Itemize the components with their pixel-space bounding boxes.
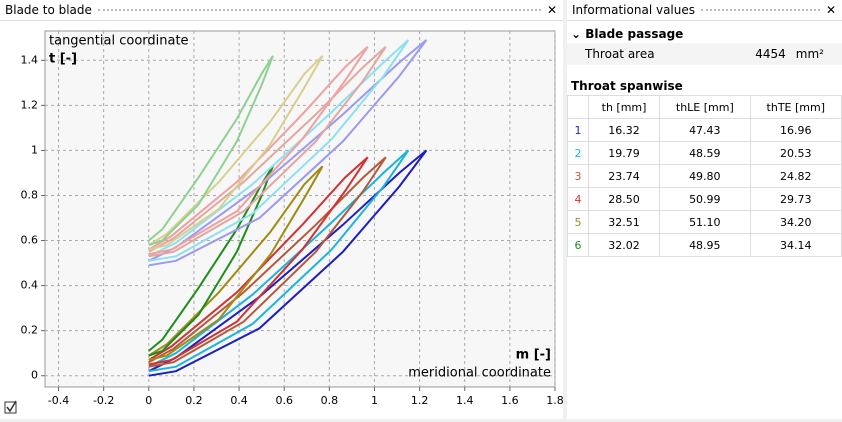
blade-profile [148, 156, 387, 368]
info-value: 4454 [755, 47, 786, 61]
x-tick-label: -0.4 [48, 394, 69, 407]
y-tick-label: 0.8 [21, 188, 39, 201]
table-row: 4 28.50 50.99 29.73 [567, 187, 842, 211]
panel-title: Blade to blade [5, 3, 92, 17]
table-cell: 51.10 [659, 210, 751, 234]
close-button[interactable]: ✕ [826, 3, 837, 17]
table-row: 1 16.32 47.43 16.96 [567, 118, 842, 142]
row-number: 1 [567, 118, 589, 142]
plot-area [44, 30, 556, 388]
chart: -0.4 -0.2 0 0.2 0.4 0.6 0.8 1 1.2 1.4 1.6 1.8 0 0.2 0.… [4, 30, 564, 414]
x-tick-label: 0.2 [185, 394, 203, 407]
blade-profile [148, 55, 274, 247]
section-header: Throat spanwise [567, 65, 842, 95]
panel-title: Informational values [572, 3, 695, 17]
header-row: th [mm] thLE [mm] thTE [mm] [567, 95, 842, 119]
column-header: thTE [mm] [749, 95, 842, 119]
row-number: 6 [567, 233, 589, 257]
x-tick-label: 1.4 [456, 394, 474, 407]
table-cell: 28.50 [587, 187, 661, 211]
y-tick-label: 0.4 [21, 279, 39, 292]
x-tick-label: -0.2 [93, 394, 114, 407]
y-tick-label: 1 [31, 143, 38, 156]
row-number: 2 [567, 141, 589, 165]
column-header: thLE [mm] [659, 95, 751, 119]
blade-profile [148, 46, 387, 258]
table-cell: 47.43 [659, 118, 751, 142]
table-cell: 19.79 [587, 141, 661, 165]
info-panel: Informational values ✕ ⌄ Blade passage Th… [567, 0, 842, 419]
table-row: 5 32.51 51.10 34.20 [567, 210, 842, 234]
y-tick-label: 1.2 [21, 98, 39, 111]
table-cell: 16.32 [587, 118, 661, 142]
row-number: 3 [567, 164, 589, 188]
section-title: Blade passage [585, 27, 684, 41]
x-axis-label: m [-] [516, 348, 551, 363]
table-row: 3 23.74 49.80 24.82 [567, 164, 842, 188]
panel-header: Blade to blade ✕ [0, 0, 563, 21]
blade-profile [148, 39, 428, 267]
table-cell: 48.59 [659, 141, 751, 165]
y-tick-label: 0 [31, 369, 38, 382]
table-row: 2 19.79 48.59 20.53 [567, 141, 842, 165]
table-cell: 34.20 [749, 210, 842, 234]
x-tick-label: 1.8 [546, 394, 563, 407]
checkbox-mark [6, 400, 17, 413]
x-tick-label: 1 [371, 394, 378, 407]
blade-profile [148, 156, 369, 366]
info-unit: mm² [795, 47, 824, 61]
table-row: 6 32.02 48.95 34.14 [567, 233, 842, 257]
section-title: Throat spanwise [571, 79, 683, 93]
info-label: Throat area [585, 47, 655, 61]
y-axis-label: t [-] [49, 52, 77, 67]
table-cell: 49.80 [659, 164, 751, 188]
blade-profile [148, 149, 410, 373]
table-cell: 29.73 [749, 187, 842, 211]
table-cell: 50.99 [659, 187, 751, 211]
table-cell: 32.51 [587, 210, 661, 234]
table-cell: 24.82 [749, 164, 842, 188]
column-header: th [mm] [587, 95, 661, 119]
row-number: 5 [567, 210, 589, 234]
blade-profile [148, 149, 428, 377]
table-cell: 48.95 [659, 233, 751, 257]
table-cell: 16.96 [749, 118, 842, 142]
blade-panel: Blade to blade ✕ -0.4 -0.2 0 0.2 0.4 0.6 0.8 1 1.… [0, 0, 564, 419]
y-tick-label: 0.6 [21, 234, 39, 247]
x-tick-label: 0 [145, 394, 152, 407]
throat-table: th [mm] thLE [mm] thTE [mm] 1 16.32 47.43 16.9… [567, 95, 842, 257]
table-cell: 20.53 [749, 141, 842, 165]
x-axis-title: meridional coordinate [408, 366, 551, 381]
y-tick-label: 1.4 [21, 53, 39, 66]
x-tick-label: 0.6 [275, 394, 293, 407]
checkbox[interactable] [4, 401, 17, 414]
x-tick-label: 0.8 [321, 394, 339, 407]
y-tick-label: 0.2 [21, 324, 39, 337]
info-row: Throat area 4454 mm² [567, 43, 842, 65]
panel-header: Informational values ✕ [567, 0, 842, 21]
x-tick-label: 1.2 [411, 394, 429, 407]
table-cell: 23.74 [587, 164, 661, 188]
table-cell: 34.14 [749, 233, 842, 257]
x-tick-label: 1.6 [501, 394, 519, 407]
y-axis-title: tangential coordinate [49, 34, 189, 49]
row-number: 4 [567, 187, 589, 211]
section-header[interactable]: ⌄ Blade passage [571, 27, 684, 41]
blade-profile [148, 46, 369, 256]
close-button[interactable]: ✕ [547, 3, 558, 17]
blade-profile [148, 39, 410, 262]
table-cell: 32.02 [587, 233, 661, 257]
x-tick-label: 0.4 [230, 394, 248, 407]
corner-cell [567, 95, 589, 119]
